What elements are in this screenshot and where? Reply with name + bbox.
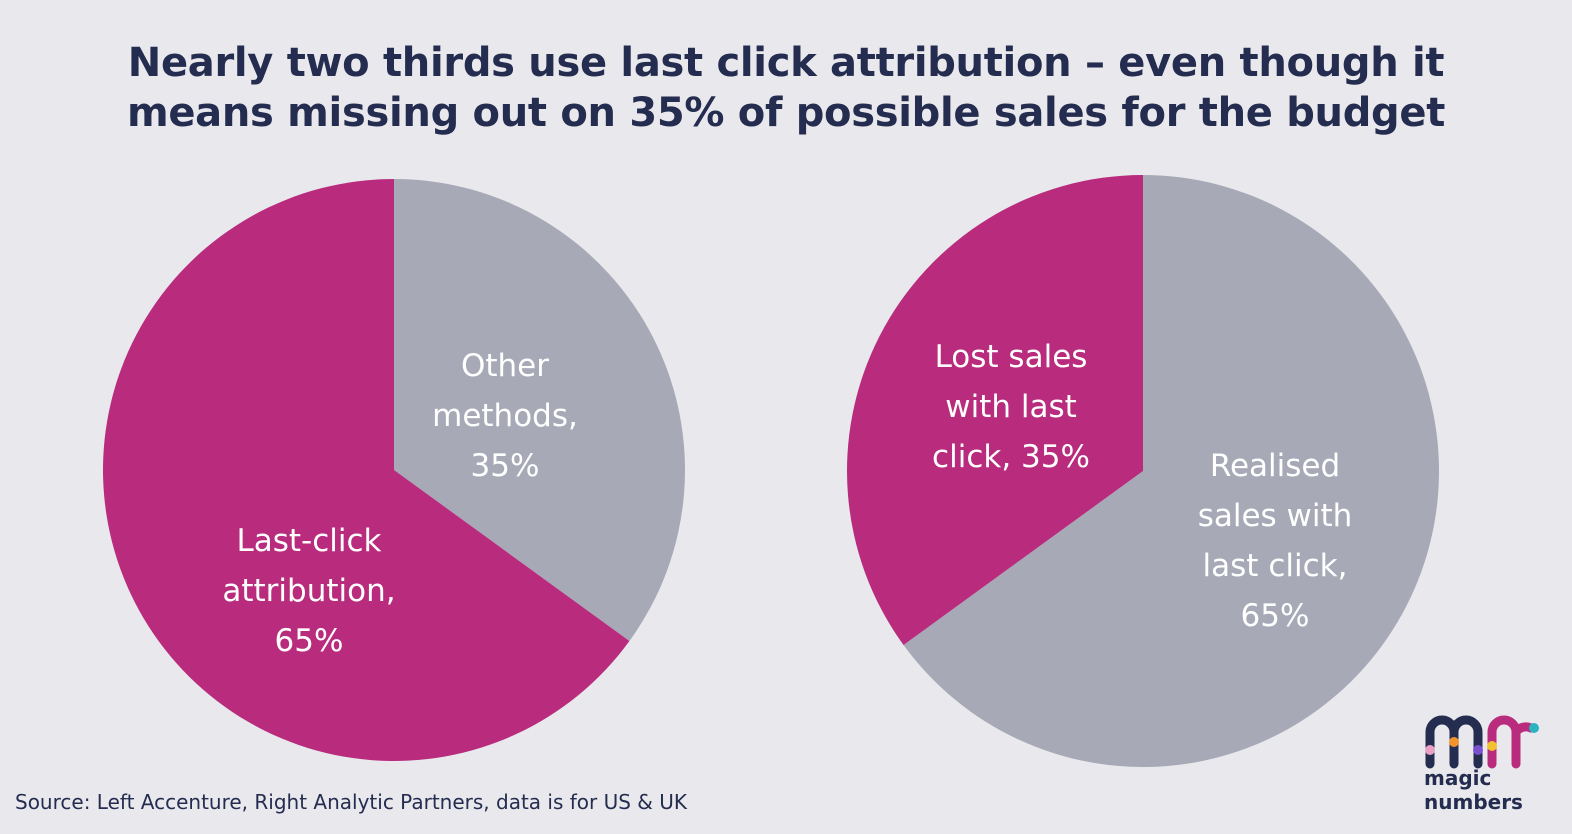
- slice-label-line: click, 35%: [932, 439, 1090, 475]
- slice-label: Other methods, 35%: [432, 348, 578, 484]
- pie-slice: [847, 175, 1143, 645]
- pie-chart-attribution-methods: Other methods, 35% Last-click attribution, 65…: [102, 179, 685, 762]
- magic-numbers-logo-icon: [1425, 715, 1539, 769]
- source-note: Source: Left Accenture, Right Analytic P…: [15, 790, 687, 814]
- slice-label-line: with last: [945, 389, 1077, 425]
- pie-slice: [102, 179, 630, 762]
- slice-label-line: sales with: [1198, 498, 1353, 534]
- slice-label-line: methods,: [432, 398, 578, 434]
- logo-word: numbers: [1424, 790, 1523, 814]
- slice-label-line: Last-click: [236, 523, 381, 559]
- chart-title: Nearly two thirds use last click attribu…: [0, 38, 1572, 138]
- slice-label-line: Realised: [1210, 448, 1340, 484]
- pie-slice: [903, 175, 1439, 767]
- slice-label-line: 35%: [471, 448, 540, 484]
- slice-label-line: Lost sales: [935, 339, 1088, 375]
- slice-label-line: Other: [461, 348, 549, 384]
- logo-wordmark: magic numbers: [1424, 766, 1523, 814]
- logo-word: magic: [1424, 766, 1492, 790]
- pie-chart-sales-realised: Realised sales with last click, 65% Lost sal…: [847, 175, 1439, 767]
- slice-label-line: last click,: [1203, 548, 1348, 584]
- pie-slice: [394, 179, 685, 642]
- slice-label-line: attribution,: [222, 573, 395, 609]
- slice-label: Realised sales with last click, 65%: [1198, 448, 1353, 634]
- slice-label: Last-click attribution, 65%: [222, 523, 395, 659]
- slice-label-line: 65%: [1241, 598, 1310, 634]
- chart-title-line: Nearly two thirds use last click attribu…: [127, 40, 1445, 86]
- slice-label-line: 65%: [275, 623, 344, 659]
- chart-title-line: means missing out on 35% of possible sal…: [126, 90, 1446, 136]
- slice-label: Lost sales with last click, 35%: [932, 339, 1090, 475]
